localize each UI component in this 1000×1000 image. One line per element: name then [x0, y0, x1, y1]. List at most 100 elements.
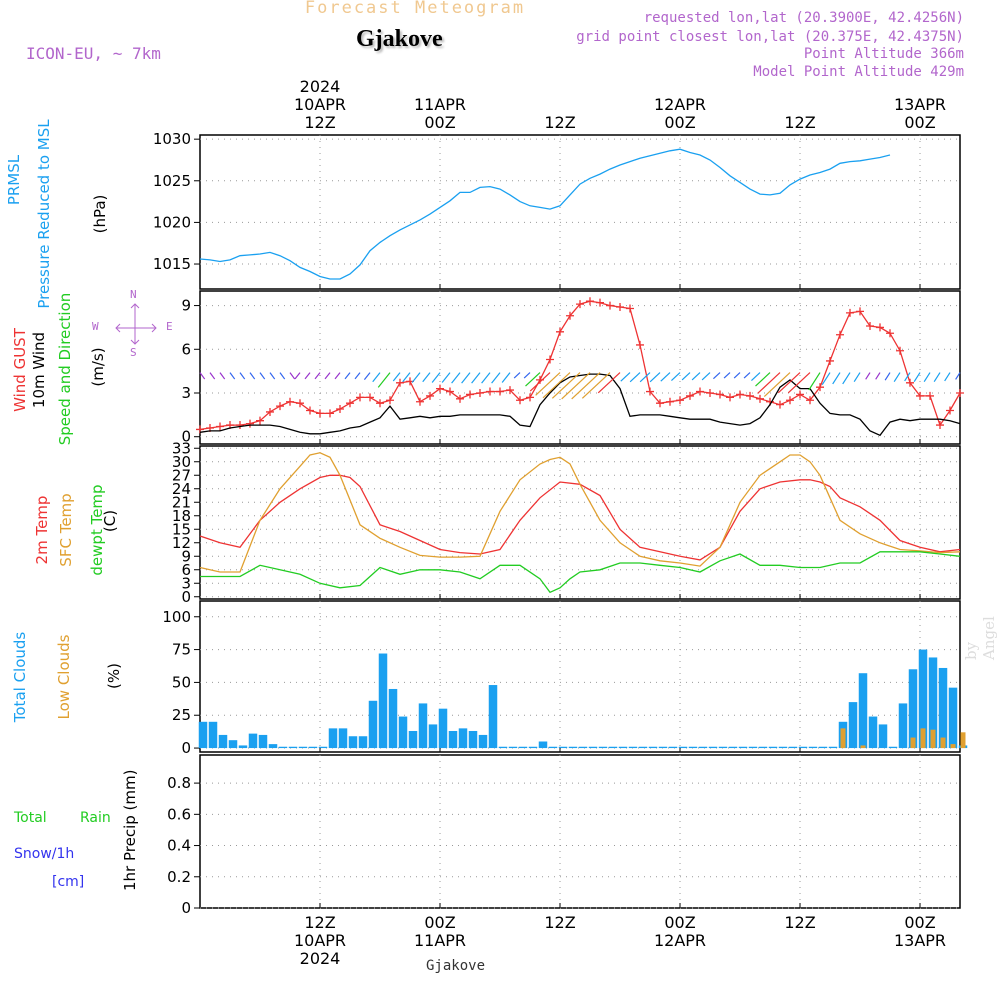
gust-marker — [936, 421, 944, 430]
gust-marker — [706, 389, 714, 397]
model-altitude: Model Point Altitude 429m — [753, 64, 964, 80]
time-label-top: 12Z — [784, 113, 815, 132]
gust-marker — [216, 422, 224, 431]
total-clouds-bar — [438, 708, 448, 749]
total-clouds-bar — [948, 687, 958, 749]
temp-ytick-label: 24 — [172, 480, 191, 498]
precip-ytick-label: 0.8 — [167, 774, 191, 792]
total-clouds-bar — [368, 700, 378, 749]
footer-location: Gjakove — [426, 958, 486, 974]
time-label-top: 12APR — [654, 95, 706, 114]
temp-ytick-label: 21 — [172, 493, 191, 511]
model-name: ICON-EU, ~ 7km — [26, 44, 161, 63]
gust-marker — [626, 304, 634, 313]
time-label-top: 11APR — [414, 95, 466, 114]
gust-marker — [736, 390, 744, 399]
gust-marker — [516, 396, 524, 405]
wind-direction-arrow — [660, 372, 671, 382]
total-clouds-bar — [338, 728, 348, 749]
gust-marker — [346, 399, 354, 408]
wind-frame — [199, 290, 961, 445]
gust-marker — [846, 308, 854, 317]
gust-marker — [796, 390, 804, 399]
pressure-ytick-label: 1030 — [153, 130, 191, 148]
total-clouds-bar — [688, 746, 698, 749]
total-clouds-bar — [248, 733, 258, 749]
gust-marker — [606, 301, 614, 310]
gust-marker — [456, 394, 464, 403]
wind-direction-arrow — [787, 372, 811, 394]
wind-direction-arrow — [597, 372, 621, 394]
gust-marker — [296, 399, 304, 408]
gust-marker — [436, 384, 444, 393]
gust-marker — [256, 416, 264, 425]
temp-frame — [199, 445, 961, 600]
total-clouds-bar — [538, 741, 548, 749]
total-clouds-bar — [888, 746, 898, 749]
gust-marker — [826, 356, 834, 365]
compass-west: W — [92, 320, 99, 333]
total-clouds-bar — [378, 653, 388, 749]
wind-direction-arrow — [501, 372, 511, 383]
wind-direction-arrow — [402, 372, 411, 383]
requested-coords: requested lon,lat (20.3900E, 42.4256N) — [643, 10, 964, 26]
total-clouds-bar — [708, 746, 718, 749]
total-clouds-bar — [458, 728, 468, 749]
wind-direction-arrow — [461, 372, 471, 384]
precip-ytick-label: 0.4 — [167, 837, 191, 855]
total-clouds-bar — [478, 734, 488, 749]
clouds-ytick-label: 75 — [172, 641, 191, 659]
gust-marker — [726, 393, 734, 402]
low-clouds-bar — [930, 729, 936, 749]
total-clouds-bar — [588, 746, 598, 749]
wind-direction-arrow — [865, 372, 871, 380]
wind-direction-arrow — [777, 372, 801, 394]
gust-marker — [476, 389, 484, 397]
total-clouds-bar — [508, 746, 518, 749]
wind-direction-arrow — [513, 372, 521, 379]
2m-temp-line — [199, 474, 961, 561]
wind-direction-arrow — [933, 372, 941, 383]
wind-direction-arrow — [701, 372, 711, 381]
wind-direction-arrow — [743, 372, 751, 379]
wind-direction-arrow — [422, 372, 431, 383]
total-clouds-bar — [208, 721, 218, 749]
point-altitude: Point Altitude 366m — [803, 46, 964, 62]
wind-direction-arrow — [853, 372, 861, 383]
total-clouds-bar — [618, 746, 628, 749]
time-label-bottom: 12APR — [654, 931, 706, 950]
wind-direction-arrow — [344, 372, 351, 380]
total-clouds-bar — [388, 688, 398, 749]
wind-direction-arrow — [629, 372, 641, 383]
wind-direction-arrow — [491, 372, 501, 384]
wind-direction-arrow — [441, 372, 451, 383]
gust-marker — [876, 323, 884, 332]
temp-ytick-label: 27 — [172, 466, 191, 484]
wind-direction-arrow — [875, 372, 881, 380]
total-clouds-bar — [738, 746, 748, 749]
total-clouds-bar — [608, 746, 618, 749]
total-clouds-bar — [728, 746, 738, 749]
total-clouds-bar — [758, 746, 768, 749]
time-label-top: 00Z — [904, 113, 935, 132]
total-clouds-bar — [848, 702, 858, 749]
wind-direction-arrow — [471, 372, 481, 384]
gust-marker — [666, 397, 674, 406]
total-clouds-bar — [558, 746, 568, 749]
total-clouds-bar — [408, 730, 418, 749]
total-clouds-bar — [768, 746, 778, 749]
total-clouds-bar — [228, 740, 238, 749]
time-label-top: 12Z — [304, 113, 335, 132]
gust-marker — [266, 407, 274, 416]
wind-direction-arrow — [229, 372, 236, 380]
total-clouds-bar — [448, 730, 458, 749]
clouds-frame — [199, 600, 961, 753]
time-label-bottom: 12Z — [304, 913, 335, 932]
wind-direction-arrow — [723, 372, 731, 379]
compass-rose-icon — [115, 303, 157, 345]
wind-ytick-label: 9 — [181, 297, 191, 315]
total-clouds-bar — [918, 649, 928, 749]
wind-direction-arrow — [392, 372, 401, 382]
temp-ytick-label: 0 — [181, 588, 191, 606]
total-clouds-bar — [648, 746, 658, 749]
